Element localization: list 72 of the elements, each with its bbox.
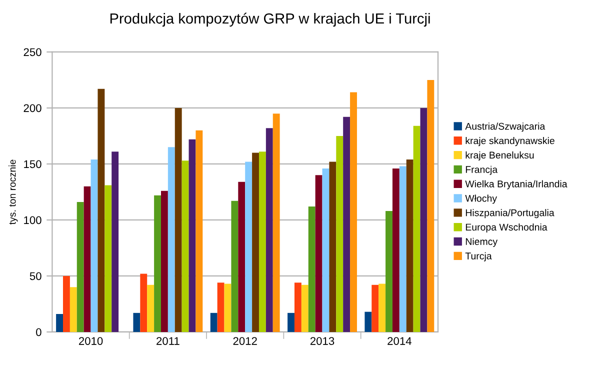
bar: [196, 130, 203, 332]
y-axis-title: tys. ton rocznie: [8, 160, 18, 225]
y-tick-label: 150: [24, 160, 42, 168]
bar: [133, 312, 140, 332]
bar: [372, 284, 379, 332]
bar: [364, 312, 372, 332]
bar: [63, 276, 70, 332]
bar: [399, 166, 406, 332]
legend-label: Turcja: [465, 252, 492, 262]
bar: [252, 152, 259, 332]
bar: [350, 92, 357, 332]
bar: [301, 284, 308, 332]
legend-label: Włochy: [465, 194, 498, 204]
bar: [272, 114, 280, 332]
y-tick-label: 0: [36, 328, 42, 336]
bar: [245, 162, 252, 332]
x-tick-label: 2012: [233, 337, 257, 345]
bar: [210, 312, 218, 332]
bar: [147, 284, 154, 332]
bar: [392, 168, 400, 332]
bar: [90, 159, 98, 332]
bar: [288, 312, 294, 332]
bar: [217, 282, 224, 332]
bar: [294, 282, 302, 332]
x-tick-label: 2013: [310, 337, 334, 345]
bar: [160, 190, 168, 332]
legend-label: kraje skandynawskie: [466, 137, 554, 146]
bar: [174, 108, 182, 332]
bar: [336, 136, 344, 332]
bar: [386, 211, 392, 332]
bar: [70, 287, 77, 332]
bar: [308, 206, 316, 332]
bar: [168, 147, 175, 332]
bar: [266, 128, 273, 332]
bar: [56, 314, 63, 332]
y-tick-label: 100: [24, 216, 42, 224]
y-tick-label: 250: [24, 48, 42, 56]
y-tick-label: 50: [30, 272, 42, 280]
legend-label: Austria/Szwajcaria: [465, 122, 546, 132]
bar: [420, 108, 428, 332]
bar: [329, 162, 336, 332]
chart-title: Produkcja kompozytów GRP w krajach UE i Turcji: [110, 12, 430, 27]
legend-label: Niemcy: [466, 238, 498, 247]
y-tick-label: 200: [24, 104, 42, 112]
bar: [104, 185, 112, 332]
bar: [224, 284, 232, 332]
legend-label: Europa Wschodnia: [466, 223, 548, 233]
bar: [188, 139, 196, 332]
bar: [258, 152, 266, 332]
x-tick-label: 2014: [388, 337, 412, 345]
x-tick-label: 2011: [156, 337, 180, 345]
bar: [322, 168, 330, 332]
bar: [154, 195, 161, 332]
bar: [112, 152, 119, 332]
bar: [84, 186, 91, 332]
legend-label: Francja: [466, 166, 498, 175]
legend-label: kraje Beneluksu: [466, 151, 534, 160]
bar: [76, 202, 84, 332]
bar: [343, 116, 350, 332]
bar: [98, 88, 105, 332]
bar: [140, 274, 148, 332]
x-tick-label: 2010: [78, 337, 103, 345]
bar: [406, 159, 414, 332]
bar: [378, 284, 386, 332]
bar: [427, 80, 434, 332]
bar: [315, 175, 322, 332]
bar: [413, 126, 420, 332]
bar: [182, 160, 189, 332]
bar: [238, 182, 246, 332]
bar: [231, 200, 238, 332]
legend-label: Hiszpania/Portugalia: [466, 209, 554, 218]
legend-label: Wielka Brytania/Irlandia: [465, 180, 568, 190]
